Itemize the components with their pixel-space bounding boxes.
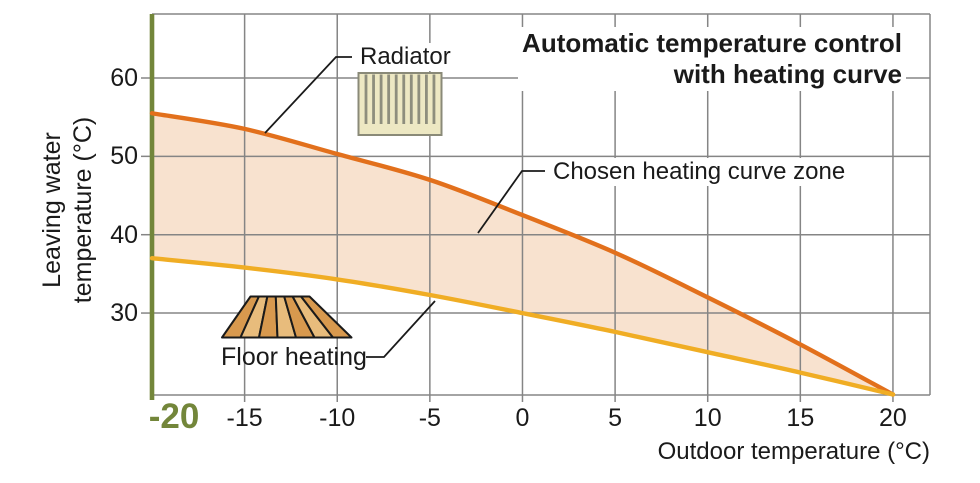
x-tick-label: -15 <box>226 404 263 432</box>
x-tick-label: -5 <box>418 404 441 432</box>
floor-heating-leader-line <box>366 300 436 358</box>
y-tick-label: 30 <box>110 299 138 328</box>
y-axis-title-line1: Leaving water <box>38 132 66 288</box>
y-tick-label: 50 <box>110 142 138 171</box>
x-tick-label: 10 <box>693 404 722 432</box>
floor-heating-label: Floor heating <box>221 343 367 371</box>
y-axis-title-line2: temperature (°C) <box>69 116 97 304</box>
floor-heating-icon <box>221 295 353 339</box>
x-tick-label-highlighted: -20 <box>148 397 200 436</box>
x-tick-label: 15 <box>786 404 815 432</box>
radiator-curve <box>149 111 896 397</box>
y-tick-label: 60 <box>110 64 138 92</box>
radiator-label: Radiator <box>356 43 455 71</box>
x-tick-label: 0 <box>515 404 530 432</box>
chosen-zone-label: Chosen heating curve zone <box>549 158 850 186</box>
y-tick-label: 40 <box>110 220 138 249</box>
radiator-icon <box>357 72 443 136</box>
floor-heating-curve <box>149 256 896 397</box>
y-axis-title: Leaving water temperature (°C) <box>37 100 99 320</box>
chart-title-line1: Automatic temperature control <box>522 28 902 58</box>
zone-leader-line <box>477 170 545 234</box>
radiator-leader-line <box>264 56 352 134</box>
x-tick-label: 5 <box>608 404 623 432</box>
x-tick-label: -10 <box>319 404 356 432</box>
chart-title: Automatic temperature control with heati… <box>518 27 906 91</box>
x-tick-label: 20 <box>879 404 907 432</box>
chart-title-line2: with heating curve <box>673 59 902 89</box>
x-axis-title: Outdoor temperature (°C) <box>657 438 930 465</box>
